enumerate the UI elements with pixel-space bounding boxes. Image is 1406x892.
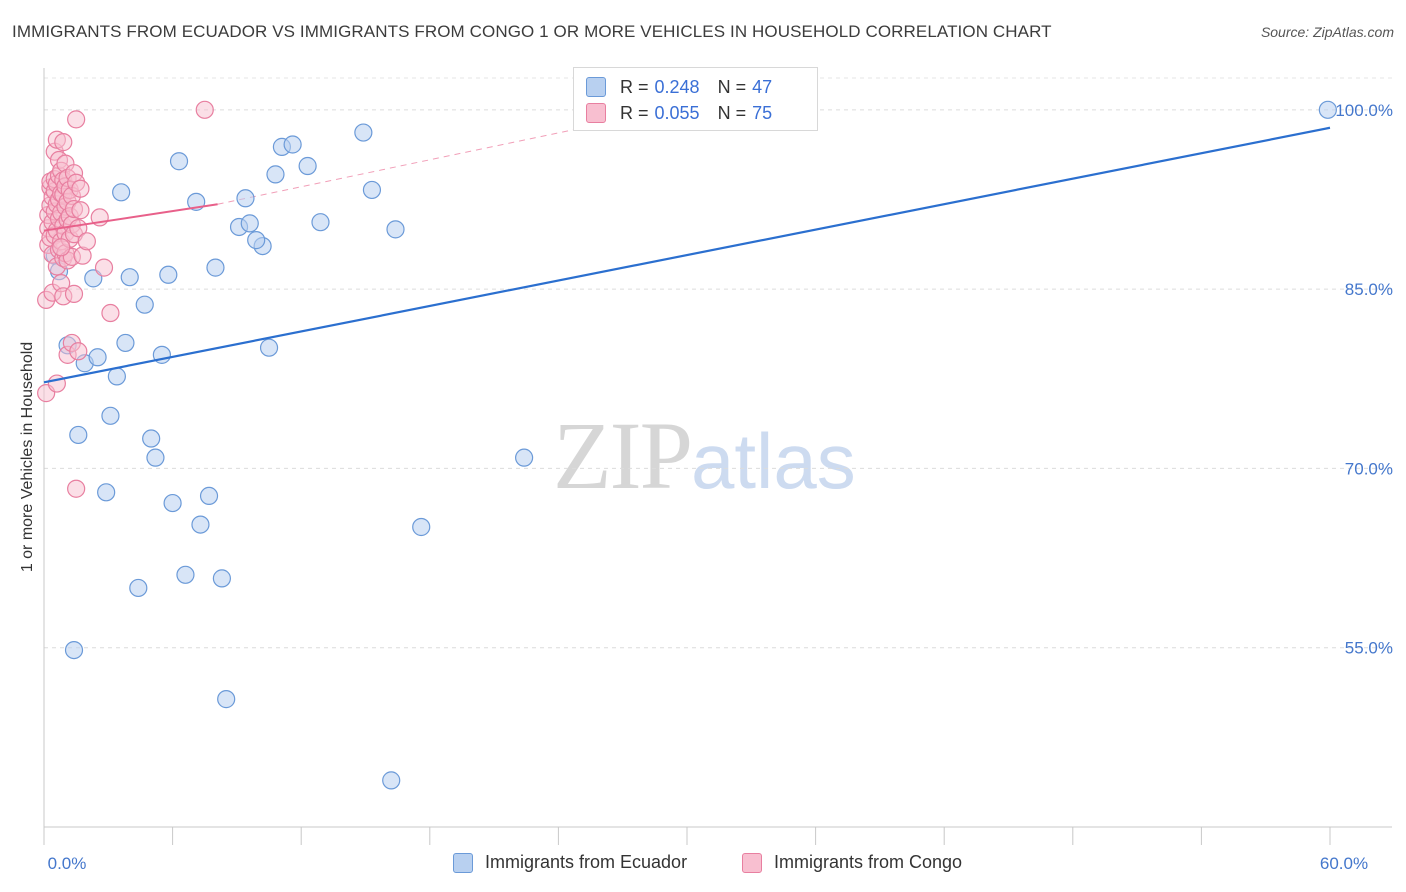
- ecuador-point: [129, 578, 148, 598]
- legend-row-ecuador: R = 0.248 N = 47: [586, 75, 772, 99]
- congo-point: [67, 110, 86, 129]
- legend-r-value: 0.248: [654, 76, 700, 97]
- ecuador-point: [362, 180, 382, 200]
- ecuador-point: [107, 367, 126, 386]
- watermark-atlas: atlas: [691, 417, 856, 505]
- x-tick-label: 60.0%: [1320, 854, 1368, 873]
- series-legend: Immigrants from Ecuador Immigrants from …: [0, 852, 1406, 878]
- congo-point: [64, 284, 84, 304]
- ecuador-point: [515, 448, 534, 467]
- congo-point: [77, 232, 96, 251]
- series-legend-item-ecuador: Immigrants from Ecuador: [453, 852, 687, 873]
- ecuador-point: [298, 156, 317, 176]
- ecuador-point: [142, 429, 161, 448]
- y-tick-label: 85.0%: [1345, 280, 1393, 299]
- ecuador-point: [217, 690, 236, 709]
- ecuador-point: [101, 406, 120, 425]
- ecuador-point: [135, 295, 154, 314]
- ecuador-point: [163, 493, 182, 513]
- source-label: Source: ZipAtlas.com: [1260, 24, 1394, 40]
- congo-point: [94, 258, 114, 277]
- ecuador-point: [146, 448, 165, 467]
- legend-r-label: R =: [620, 102, 649, 123]
- ecuador-trend-line: [43, 126, 1331, 384]
- ecuador-point: [159, 265, 178, 284]
- congo-trend-extension: [217, 118, 623, 205]
- legend-n-value: 47: [752, 76, 773, 97]
- ecuador-point: [283, 135, 302, 154]
- congo-point: [71, 201, 90, 220]
- ecuador-point: [112, 183, 131, 202]
- y-tick-label: 100.0%: [1335, 101, 1393, 120]
- ecuador-point: [88, 348, 107, 367]
- ecuador-point: [266, 165, 285, 184]
- series-legend-item-congo: Immigrants from Congo: [742, 852, 962, 873]
- legend-row-congo: R = 0.055 N = 75: [586, 101, 772, 125]
- legend-r-label: R =: [620, 76, 649, 97]
- congo-point: [69, 342, 88, 361]
- congo-point: [54, 133, 73, 152]
- series-legend-swatch-ecuador: [453, 852, 473, 873]
- series-legend-label-ecuador: Immigrants from Ecuador: [485, 852, 688, 872]
- legend-n-value: 75: [752, 102, 773, 123]
- ecuador-point: [97, 483, 116, 502]
- ecuador-point: [240, 214, 259, 233]
- legend-n-label: N =: [717, 102, 747, 123]
- congo-point: [195, 100, 214, 119]
- ecuador-point: [116, 333, 135, 353]
- legend-n-label: N =: [717, 76, 747, 97]
- correlation-legend: R = 0.248 N = 47 R = 0.055 N = 75: [573, 67, 818, 131]
- legend-r-value: 0.055: [654, 102, 700, 123]
- chart-title: IMMIGRANTS FROM ECUADOR VS IMMIGRANTS FR…: [12, 22, 1052, 41]
- ecuador-point: [212, 569, 231, 588]
- legend-swatch-ecuador: [586, 77, 606, 97]
- ecuador-point: [247, 231, 266, 250]
- watermark: ZIPatlas: [553, 400, 856, 511]
- x-tick-label: 0.0%: [48, 854, 87, 873]
- ecuador-point: [1318, 100, 1337, 119]
- ecuador-point: [386, 220, 405, 239]
- series-legend-label-congo: Immigrants from Congo: [774, 852, 963, 872]
- ecuador-point: [120, 268, 139, 287]
- ecuador-point: [236, 189, 255, 208]
- congo-point: [101, 303, 120, 323]
- ecuador-point: [206, 258, 225, 277]
- congo-point: [67, 479, 86, 498]
- congo-trend-line: [43, 203, 218, 232]
- watermark-zip: ZIP: [553, 402, 693, 509]
- ecuador-point: [84, 269, 103, 288]
- legend-swatch-congo: [586, 103, 606, 123]
- y-tick-label: 55.0%: [1345, 639, 1393, 658]
- ecuador-point: [412, 517, 431, 537]
- ecuador-point: [169, 152, 189, 171]
- series-legend-swatch-congo: [742, 852, 762, 873]
- congo-point: [71, 179, 90, 198]
- ecuador-point: [311, 213, 330, 232]
- congo-point: [52, 238, 71, 257]
- ecuador-point: [199, 486, 219, 506]
- ecuador-point: [259, 338, 279, 357]
- ecuador-point: [382, 771, 401, 790]
- ecuador-point: [191, 515, 210, 534]
- ecuador-point: [69, 425, 88, 445]
- ecuador-point: [64, 640, 84, 660]
- y-tick-label: 70.0%: [1345, 459, 1393, 478]
- ecuador-point: [354, 123, 373, 142]
- ecuador-point: [176, 565, 195, 584]
